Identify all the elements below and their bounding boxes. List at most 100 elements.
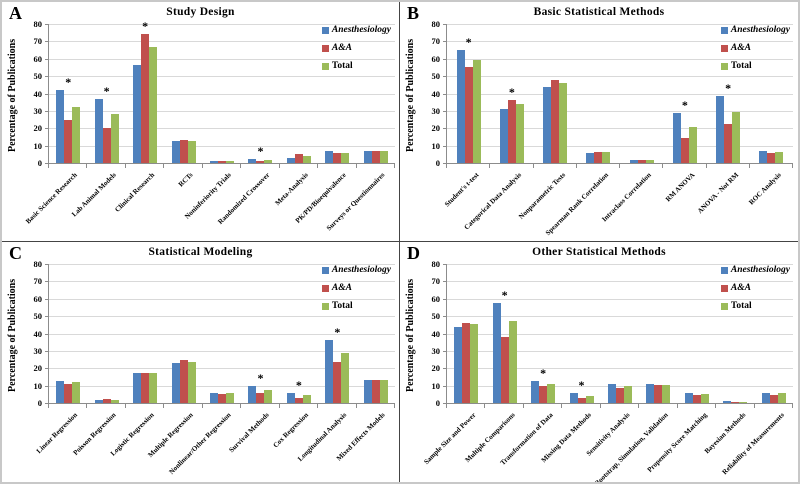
y-tick	[443, 298, 446, 300]
x-tick	[662, 164, 664, 168]
bar-aa	[64, 383, 73, 403]
gridline	[49, 58, 395, 60]
y-tick-label: 30	[431, 105, 441, 116]
bar-aa	[294, 154, 303, 163]
y-tick-label: 70	[33, 276, 43, 287]
bar-total	[775, 151, 784, 163]
y-tick	[443, 403, 446, 404]
panel-a-study-design: A Study Design Percentage of Publication…	[2, 2, 400, 242]
x-tick	[561, 404, 563, 408]
bar-anesthesiology	[94, 98, 103, 163]
bar-anesthesiology	[629, 160, 638, 163]
legend-item-anesthesiology: Anesthesiology	[321, 25, 391, 35]
y-tick	[45, 76, 48, 78]
bar-anesthesiology	[210, 161, 218, 163]
bar-total	[302, 395, 311, 403]
y-tick	[45, 264, 48, 265]
y-tick	[45, 298, 48, 300]
bar-aa	[218, 394, 226, 403]
significance-star: *	[334, 325, 341, 340]
legend: Anesthesiology A&A Total	[720, 265, 790, 320]
y-tick	[443, 41, 446, 43]
bar-total	[264, 389, 273, 403]
y-tick	[45, 110, 48, 112]
legend-item-aa: A&A	[321, 283, 391, 293]
significance-star: *	[681, 97, 688, 112]
total-swatch	[720, 303, 728, 310]
bar-anesthesiology	[325, 340, 334, 403]
legend-label: Total	[730, 61, 752, 71]
bar-aa	[767, 152, 776, 163]
legend: Anesthesiology A&A Total	[321, 25, 391, 80]
plot-area: * * * *	[446, 24, 793, 164]
category-label: Bootstrap, Simulation, Validation	[593, 411, 671, 482]
y-tick-label: 70	[431, 36, 441, 47]
category-label: Cox Regression	[271, 411, 310, 450]
bar-aa	[179, 139, 188, 163]
bar-aa	[594, 151, 603, 163]
x-tick	[619, 164, 620, 168]
y-tick-label: 20	[33, 123, 43, 134]
legend: Anesthesiology A&A Total	[720, 25, 790, 80]
bar-aa	[616, 388, 624, 403]
bar-total	[732, 111, 741, 163]
bar-anesthesiology	[716, 96, 725, 163]
legend-label: Total	[331, 61, 353, 71]
panel-title: Study Design	[166, 6, 235, 18]
bar-anesthesiology	[325, 150, 334, 163]
y-tick	[45, 385, 48, 387]
bar-total	[341, 152, 350, 163]
bar-aa	[724, 123, 733, 163]
bar-total	[470, 323, 479, 403]
category-label: Basic Science Research	[24, 171, 79, 226]
bar-anesthesiology	[133, 372, 142, 403]
y-tick	[45, 145, 48, 147]
plot-area: * * *	[446, 264, 793, 404]
x-tick	[484, 404, 486, 408]
bar-total	[508, 321, 517, 403]
bar-aa	[680, 137, 689, 163]
gridline	[447, 264, 793, 265]
bar-aa	[333, 153, 342, 163]
anesthesiology-swatch	[720, 267, 728, 274]
bar-aa	[692, 395, 701, 403]
bar-anesthesiology	[492, 303, 501, 403]
category-label: RM ANOVA	[664, 171, 697, 204]
gridline	[49, 110, 395, 112]
x-tick	[355, 404, 357, 408]
x-tick	[124, 164, 126, 168]
y-tick-label: 0	[37, 398, 42, 408]
bar-anesthesiology	[171, 141, 180, 163]
y-tick	[443, 163, 446, 164]
x-tick	[163, 164, 165, 168]
y-tick-label: 60	[33, 53, 43, 64]
bar-total	[226, 393, 234, 403]
y-tick	[45, 128, 48, 130]
legend-item-total: Total	[321, 301, 391, 311]
y-tick	[443, 333, 446, 335]
bar-total	[379, 150, 388, 163]
bar-aa	[294, 397, 303, 403]
bar-anesthesiology	[171, 363, 180, 403]
y-tick-label: 40	[431, 88, 441, 99]
panel-title: Other Statistical Methods	[532, 246, 666, 258]
total-swatch	[720, 63, 728, 70]
gridline	[447, 281, 793, 283]
bar-anesthesiology	[286, 157, 295, 163]
category-label: ANOVA - Not RM	[695, 171, 740, 216]
y-tick	[45, 58, 48, 60]
y-tick	[443, 128, 446, 130]
x-tick	[317, 164, 319, 168]
bar-anesthesiology	[723, 401, 732, 403]
gridline	[49, 93, 395, 95]
x-tick	[705, 164, 707, 168]
category-label: Nonparametric Tests	[516, 171, 567, 221]
panel-title: Basic Statistical Methods	[533, 6, 665, 18]
gridline	[447, 368, 793, 370]
significance-star: *	[725, 81, 732, 96]
bar-aa	[654, 384, 663, 403]
y-tick-label: 40	[33, 88, 43, 99]
significance-star: *	[142, 18, 149, 33]
y-tick-label: 60	[431, 293, 441, 304]
